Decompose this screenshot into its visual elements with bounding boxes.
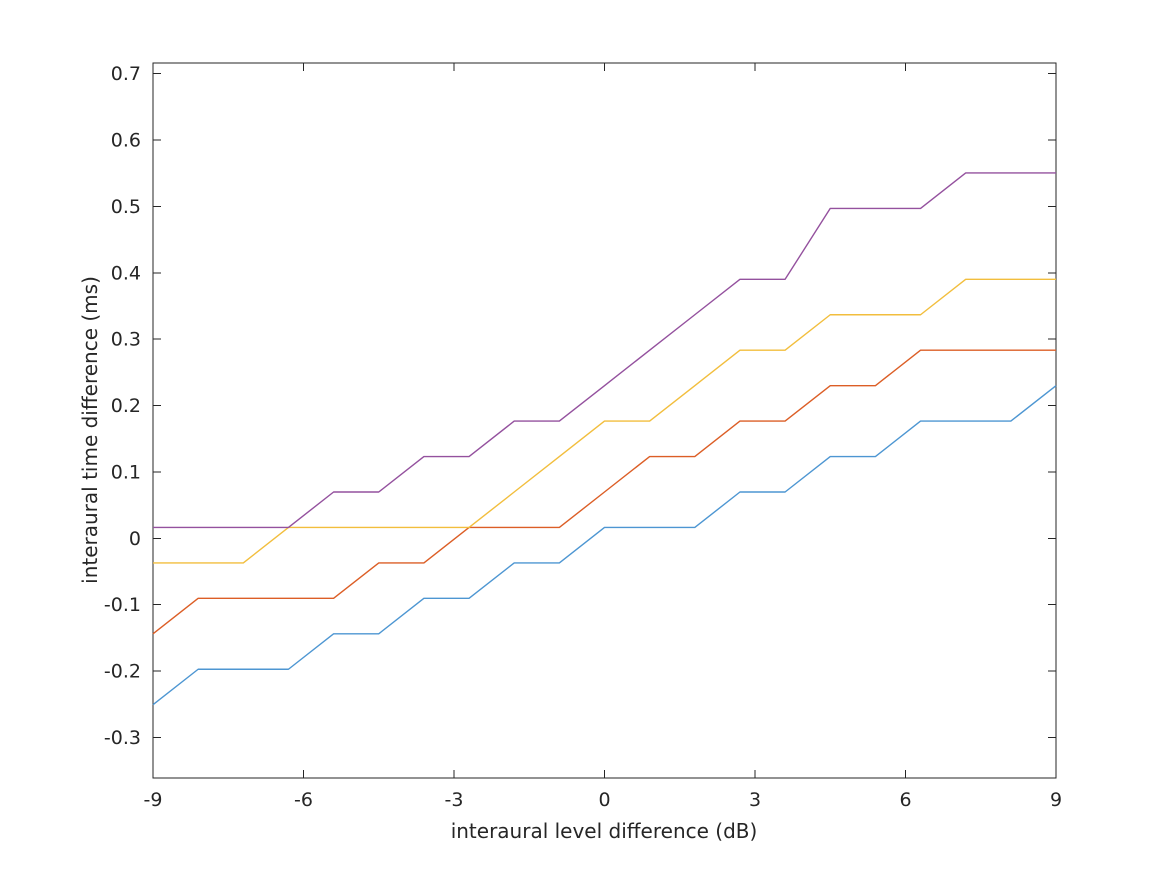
y-tick-label: 0.4 (111, 262, 141, 284)
y-tick-label: -0.1 (104, 594, 141, 616)
data-line-3-yellow (153, 278, 1056, 564)
y-tick-label: 0.7 (111, 63, 141, 85)
y-tick-label: -0.3 (104, 727, 141, 749)
x-tick-label: -9 (144, 789, 163, 811)
x-tick-label: 0 (598, 789, 610, 811)
x-tick-label: -3 (445, 789, 464, 811)
x-tick-label: 9 (1050, 789, 1062, 811)
y-tick-label: 0.6 (111, 130, 141, 152)
x-tick-label: 6 (899, 789, 911, 811)
y-tick-label: -0.2 (104, 661, 141, 683)
y-axis-label: interaural time difference (ms) (78, 276, 102, 584)
y-tick-label: 0.2 (111, 395, 141, 417)
data-line-1-blue (152, 385, 1057, 706)
y-tick-label: 0.3 (111, 329, 141, 351)
y-tick-label: 0.5 (111, 196, 141, 218)
data-line-4-purple (153, 172, 1056, 529)
x-tick-label: 3 (749, 789, 761, 811)
y-tick-label: 0 (129, 528, 141, 550)
y-tick-label: 0.1 (111, 461, 141, 483)
x-axis-label: interaural level difference (dB) (451, 819, 758, 843)
data-line-2-orange (152, 349, 1056, 635)
x-tick-label: -6 (294, 789, 313, 811)
plot-area: -9 -6 -3 0 3 6 9 -0.3 -0.2 -0.1 0 0.1 0.2 0.3 0.4 0.5 0.… (104, 62, 1062, 811)
